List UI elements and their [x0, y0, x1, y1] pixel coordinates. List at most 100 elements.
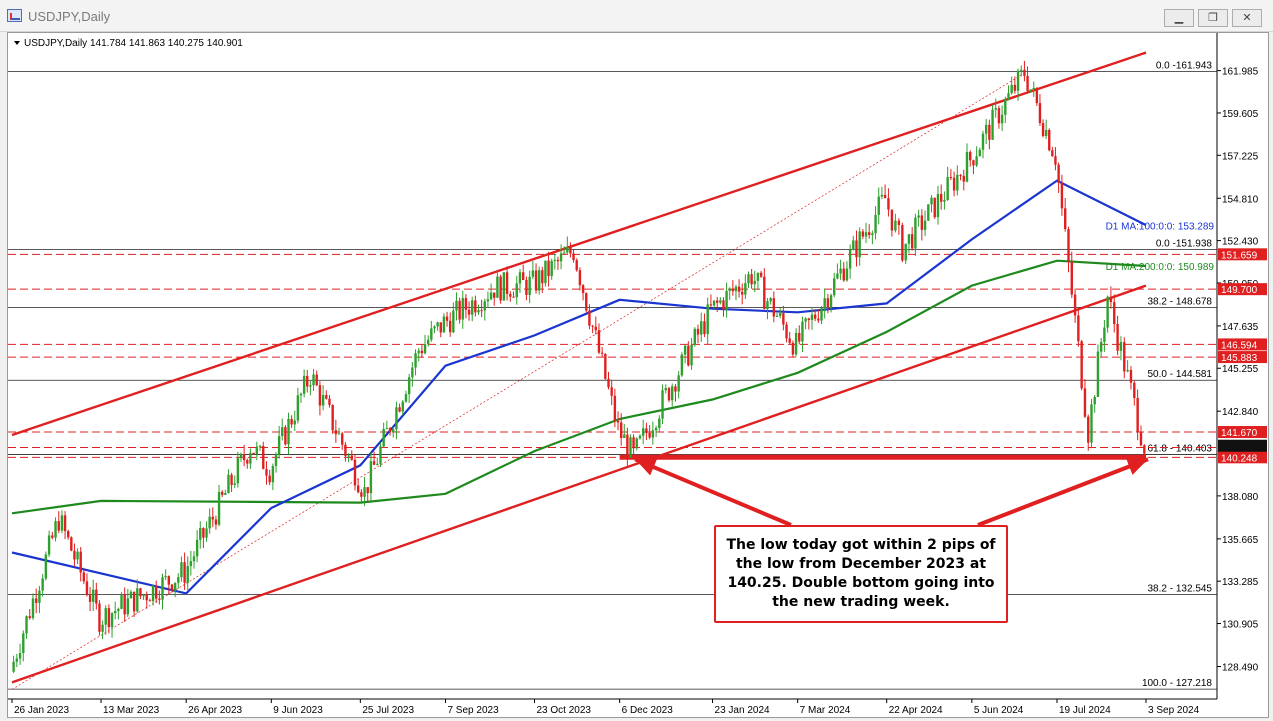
candle-body: [817, 318, 820, 321]
candle-body: [594, 326, 597, 331]
restore-button[interactable]: ❐: [1198, 9, 1228, 27]
candle-body: [933, 197, 936, 218]
candle-body: [607, 378, 610, 388]
candle-body: [63, 515, 67, 532]
candle-body: [651, 430, 655, 438]
candle-body: [98, 603, 101, 632]
candle-body: [1106, 296, 1109, 328]
price-tick-label: 135.665: [1222, 535, 1259, 546]
candle-body: [328, 398, 331, 405]
candle-body: [195, 539, 199, 557]
candle-body: [486, 299, 490, 302]
candle-body: [855, 240, 858, 258]
candle-body: [864, 232, 868, 237]
candle-body: [353, 459, 357, 486]
candle-body: [252, 452, 255, 455]
candle-body: [600, 352, 604, 354]
ma100-line: [11, 179, 1147, 595]
candle-body: [461, 298, 464, 320]
candle-body: [88, 595, 92, 602]
candle-body: [1077, 315, 1080, 342]
candle-body: [480, 310, 483, 312]
candle-body: [1116, 324, 1119, 351]
candle-body: [572, 253, 575, 261]
price-tick-label: 152.430: [1222, 237, 1259, 248]
candle-body: [719, 300, 722, 303]
close-button[interactable]: ✕: [1232, 9, 1262, 27]
candle-body: [123, 595, 126, 615]
candle-body: [741, 291, 744, 295]
candle-body: [249, 452, 252, 464]
candle-body: [547, 260, 550, 277]
candle-body: [997, 108, 1001, 124]
arrow-sep-2024-shaft: [977, 457, 1149, 527]
chart-area[interactable]: 161.985159.605157.225154.810152.430150.0…: [7, 32, 1269, 718]
candle-body: [725, 290, 728, 310]
candle-body: [208, 516, 211, 529]
candle-body: [623, 434, 626, 438]
price-tick-label: 130.905: [1222, 620, 1259, 631]
candle-body: [956, 174, 959, 191]
candle-body: [887, 198, 890, 210]
candle-body: [880, 194, 884, 197]
candle-body: [861, 231, 865, 237]
candle-body: [388, 428, 392, 433]
price-label-box: [1218, 283, 1267, 296]
candle-body: [290, 418, 293, 425]
candle-body: [807, 318, 810, 321]
candle-body: [1057, 164, 1060, 183]
candle-body: [575, 260, 578, 271]
candle-body: [239, 454, 243, 459]
candle-body: [76, 551, 79, 560]
candle-body: [826, 298, 830, 308]
candle-body: [629, 437, 632, 458]
candle-body: [360, 492, 363, 497]
candle-body: [287, 418, 290, 445]
candle-body: [791, 342, 795, 355]
candle-body: [392, 429, 395, 433]
fib-level-label: 50.0 - 144.581: [1148, 369, 1213, 380]
candle-body: [836, 273, 839, 279]
candle-body: [54, 521, 57, 538]
price-tick-label: 128.490: [1222, 662, 1259, 673]
candle-body: [284, 427, 287, 445]
candle-body: [1099, 341, 1103, 352]
candle-body: [894, 220, 897, 231]
candle-body: [158, 598, 161, 600]
candle-body: [788, 338, 791, 343]
date-tick-label: 26 Apr 2023: [188, 705, 242, 716]
date-tick-label: 26 Jan 2023: [14, 705, 69, 716]
candle-body: [445, 316, 449, 321]
candle-body: [110, 613, 114, 628]
candle-body: [959, 174, 962, 176]
candle-body: [1038, 103, 1042, 124]
candle-body: [591, 325, 594, 327]
candle-body: [769, 298, 772, 302]
candle-body: [268, 475, 271, 483]
candle-body: [939, 193, 943, 202]
candle-body: [654, 427, 658, 431]
candle-body: [73, 550, 76, 560]
candle-body: [448, 320, 452, 333]
candle-body: [489, 292, 493, 300]
candle-body: [1143, 445, 1146, 454]
candle-body: [890, 209, 894, 231]
price-label-box: [1218, 451, 1267, 464]
price-chart[interactable]: 161.985159.605157.225154.810152.430150.0…: [8, 33, 1268, 717]
candle-body: [1060, 182, 1064, 209]
candle-body: [44, 554, 48, 579]
candle-body: [302, 375, 306, 394]
candle-body: [772, 298, 776, 317]
candle-body: [534, 270, 538, 291]
minimize-button[interactable]: ▁: [1164, 9, 1194, 27]
candle-body: [687, 345, 690, 366]
candle-body: [674, 386, 677, 392]
candle-body: [962, 175, 965, 182]
candle-body: [632, 437, 635, 449]
candle-body: [984, 124, 988, 134]
candle-body: [737, 286, 741, 292]
candle-body: [550, 260, 553, 277]
candle-body: [531, 270, 535, 277]
candle-body: [442, 316, 446, 333]
ma200-line: [11, 259, 1147, 515]
